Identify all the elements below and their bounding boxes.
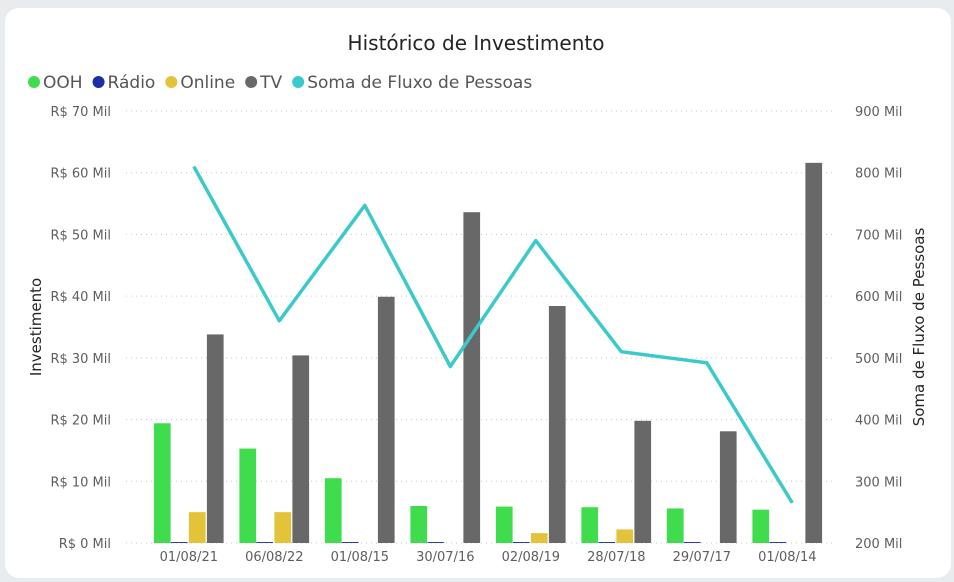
legend-marker-tv bbox=[245, 76, 258, 88]
legend-marker-radio bbox=[92, 76, 105, 88]
bar-online-02-08-19 bbox=[530, 533, 548, 543]
y-tick-label-left: R$ 60 Mil bbox=[50, 167, 111, 182]
chart-bars bbox=[153, 162, 823, 543]
y-axis-right-title: Soma de Fluxo de Pessoas bbox=[910, 228, 928, 427]
bar-online-06-08-22 bbox=[274, 512, 292, 543]
x-tick-label: 01/08/21 bbox=[160, 550, 218, 565]
bar-radio-02-08-19 bbox=[512, 542, 530, 543]
bar-tv-06-08-22 bbox=[292, 355, 310, 543]
bar-tv-01-08-14 bbox=[805, 162, 823, 543]
legend-label-radio: Rádio bbox=[108, 73, 156, 93]
y-tick-label-right: 700 Mil bbox=[855, 228, 902, 243]
bar-online-01-08-21 bbox=[188, 512, 206, 543]
bar-ooh-02-08-19 bbox=[495, 506, 513, 543]
bar-ooh-01-08-14 bbox=[752, 509, 770, 543]
legend-marker-online bbox=[165, 76, 178, 88]
chart-legend: OOH Rádio Online TV Soma de Fluxo de Pessoas bbox=[28, 73, 532, 93]
x-tick-label: 06/08/22 bbox=[245, 550, 303, 565]
x-tick-label: 01/08/14 bbox=[758, 550, 816, 565]
y-tick-label-right: 600 Mil bbox=[855, 290, 902, 305]
legend-label-tv: TV bbox=[259, 73, 282, 93]
legend-marker-ooh bbox=[28, 76, 40, 88]
bar-radio-28-07-18 bbox=[598, 542, 616, 543]
y-tick-label-right: 200 Mil bbox=[855, 537, 902, 552]
bar-radio-29-07-17 bbox=[683, 542, 701, 543]
legend-marker-soma-de-fluxo-de-pessoas bbox=[292, 76, 305, 88]
bar-ooh-30-07-16 bbox=[410, 505, 428, 543]
bar-radio-06-08-22 bbox=[256, 542, 274, 543]
bar-radio-01-08-21 bbox=[170, 542, 188, 543]
legend-label-soma-de-fluxo-de-pessoas: Soma de Fluxo de Pessoas bbox=[307, 73, 532, 93]
legend-label-online: Online bbox=[180, 73, 235, 93]
bar-tv-29-07-17 bbox=[719, 431, 737, 543]
bar-radio-01-08-14 bbox=[769, 542, 787, 543]
x-axis: 01/08/21 06/08/22 01/08/15 30/07/16 02/08/19… bbox=[160, 550, 817, 565]
bar-radio-01-08-15 bbox=[341, 542, 359, 543]
y-tick-label-right: 800 Mil bbox=[855, 167, 902, 182]
x-tick-label: 30/07/16 bbox=[416, 550, 474, 565]
bar-tv-02-08-19 bbox=[548, 306, 566, 543]
y-axis-left-title: Investimento bbox=[27, 278, 45, 376]
bar-ooh-01-08-15 bbox=[324, 478, 342, 543]
y-axis-left: R$ 0 Mil R$ 10 Mil R$ 20 Mil R$ 30 Mil R$ 40… bbox=[50, 105, 111, 552]
y-tick-label-left: R$ 50 Mil bbox=[50, 228, 111, 243]
bar-ooh-06-08-22 bbox=[239, 448, 257, 543]
bar-radio-30-07-16 bbox=[427, 542, 445, 543]
y-tick-label-left: R$ 40 Mil bbox=[50, 290, 111, 305]
bar-tv-01-08-21 bbox=[206, 334, 224, 543]
y-tick-label-left: R$ 30 Mil bbox=[50, 352, 111, 367]
bar-ooh-28-07-18 bbox=[581, 507, 599, 543]
y-tick-label-left: R$ 70 Mil bbox=[50, 105, 111, 120]
y-axis-right: 200 Mil 300 Mil 400 Mil 500 Mil 600 Mil 700 M… bbox=[855, 105, 902, 552]
y-tick-label-left: R$ 10 Mil bbox=[50, 475, 111, 490]
x-tick-label: 01/08/15 bbox=[331, 550, 389, 565]
bar-online-28-07-18 bbox=[616, 529, 634, 543]
y-tick-label-right: 500 Mil bbox=[855, 352, 902, 367]
x-tick-label: 02/08/19 bbox=[502, 550, 560, 565]
chart-title: Histórico de Investimento bbox=[348, 31, 605, 55]
bar-tv-30-07-16 bbox=[463, 212, 481, 543]
chart-gridlines bbox=[126, 110, 834, 544]
y-tick-label-left: R$ 0 Mil bbox=[59, 537, 111, 552]
y-tick-label-left: R$ 20 Mil bbox=[50, 414, 111, 429]
bar-ooh-01-08-21 bbox=[153, 423, 171, 543]
x-tick-label: 28/07/18 bbox=[587, 550, 645, 565]
chart-lines bbox=[192, 165, 794, 504]
bar-ooh-29-07-17 bbox=[666, 508, 684, 543]
y-tick-label-right: 900 Mil bbox=[855, 105, 902, 120]
x-tick-label: 29/07/17 bbox=[673, 550, 731, 565]
bar-tv-01-08-15 bbox=[377, 296, 395, 543]
legend-label-ooh: OOH bbox=[43, 73, 83, 93]
line-soma-de-fluxo-de-pessoas bbox=[192, 165, 794, 504]
y-tick-label-right: 300 Mil bbox=[855, 475, 902, 490]
y-tick-label-right: 400 Mil bbox=[855, 414, 902, 429]
bar-tv-28-07-18 bbox=[634, 420, 652, 543]
